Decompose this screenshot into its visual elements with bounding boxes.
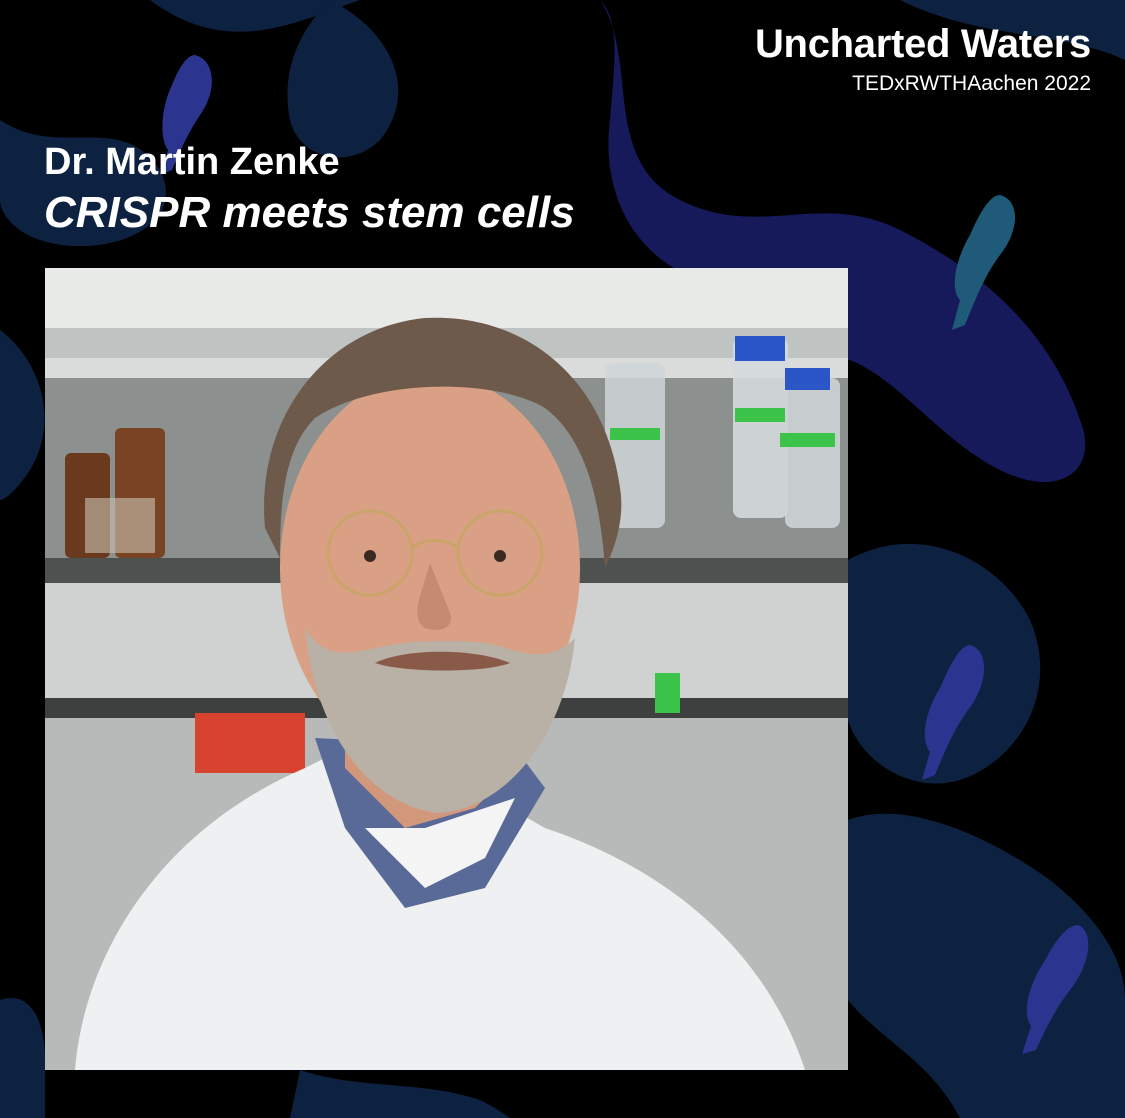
background-blob — [290, 1070, 510, 1118]
background-blob — [848, 543, 1041, 784]
speaker-portrait — [45, 268, 848, 1070]
fish-icon — [160, 55, 212, 175]
background-blob — [0, 0, 360, 247]
fish-icon — [1022, 925, 1089, 1054]
speaker-photo — [45, 268, 848, 1070]
talk-title: CRISPR meets stem cells — [44, 188, 575, 237]
fish-icon — [952, 195, 1015, 330]
background-blob — [0, 330, 45, 500]
event-title: Uncharted Waters — [754, 22, 1091, 66]
background-blob — [900, 0, 1125, 60]
speaker-name: Dr. Martin Zenke — [44, 141, 340, 183]
background-blob — [0, 998, 45, 1118]
fish-icon — [922, 645, 985, 780]
background-blob — [848, 813, 1125, 1118]
background-blob — [287, 0, 399, 158]
event-subtitle: TEDxRWTHAachen 2022 — [852, 72, 1091, 95]
background-blob — [600, 0, 1086, 482]
